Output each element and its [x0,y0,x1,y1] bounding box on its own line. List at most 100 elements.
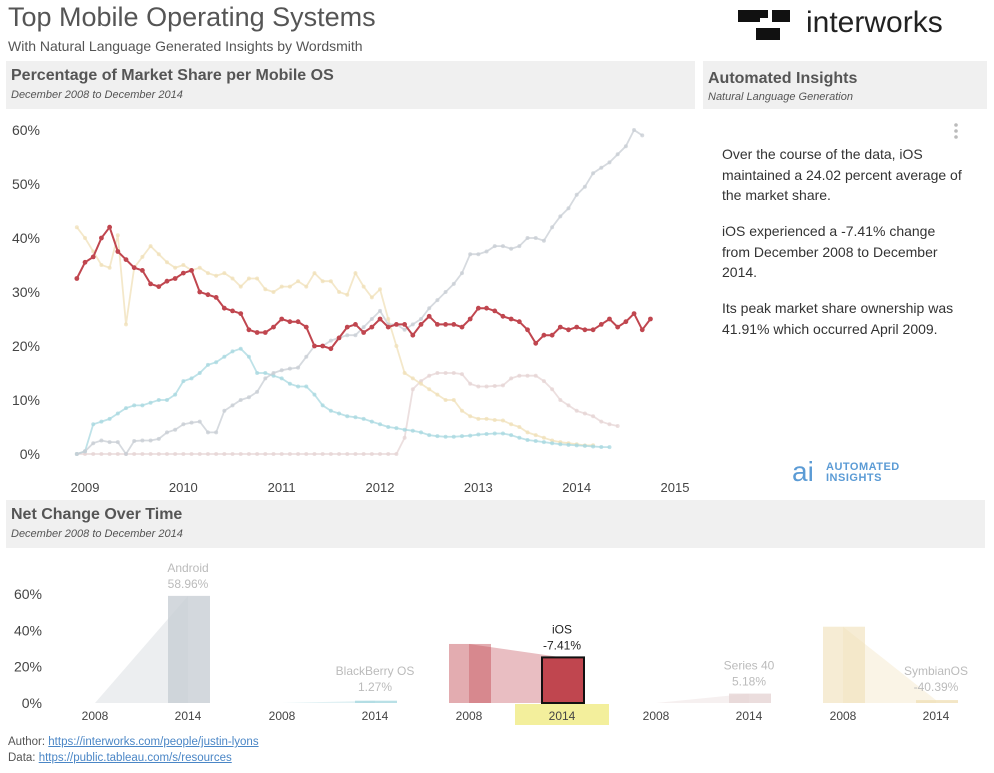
data-point [222,408,227,413]
data-point [181,422,186,427]
bar-2014 [355,700,397,703]
x-tick-label: 2014 [549,709,576,723]
data-point [156,436,161,441]
data-point [468,414,473,419]
data-point [517,435,522,440]
y-tick-label: 30% [12,284,40,300]
data-point [140,403,145,408]
y-tick-label: 0% [20,446,40,462]
author-label: Author: [8,736,46,748]
data-point [312,392,317,397]
data-point [451,371,456,375]
data-point [156,452,161,456]
data-point [74,276,80,281]
data-point [214,452,219,456]
net-area [469,643,562,703]
data-point [328,408,333,413]
data-point [156,284,162,289]
data-point [419,381,424,386]
data-point [533,373,538,378]
ai-logo-mark: ai [792,456,814,487]
data-point [328,279,333,284]
ai-logo-line2: INSIGHTS [826,472,882,484]
net-area [282,700,375,703]
data-point [91,422,96,427]
more-options-icon[interactable] [950,122,962,140]
data-point [582,327,588,333]
data-point [303,324,309,330]
market-share-line-chart[interactable]: 0% 10% 20% 30% 40% 50% 60% 2009 2010 2011 2012 2013… [0,112,700,497]
y-tick-label: 40% [14,622,42,638]
x-tick-label: 2014 [362,709,389,723]
data-point [558,442,563,447]
data-point [410,332,416,338]
data-point [287,452,292,456]
data-point [189,268,194,273]
data-point [131,265,137,271]
data-point [550,225,555,230]
data-point [500,418,505,423]
data-point [115,249,121,254]
insights-title: Automated Insights [708,70,858,87]
data-point [148,244,153,249]
data-point [172,276,178,281]
data-point [287,319,293,325]
data-point [476,416,481,421]
data-point [615,324,621,330]
y-tick-label: 40% [12,230,40,246]
author-link[interactable]: https://interworks.com/people/justin-lyo… [48,736,259,748]
data-point [99,419,104,424]
data-point [124,452,129,456]
data-point [238,311,244,316]
data-point [287,366,292,371]
data-point [123,257,129,262]
data-link[interactable]: https://public.tableau.com/s/resources [38,752,232,764]
data-point [591,414,596,419]
data-point [173,265,178,270]
data-point [279,284,284,289]
data-point [115,233,120,238]
data-point [74,225,79,230]
x-tick-label: 2014 [175,709,202,723]
data-point [385,324,391,330]
data-point [214,360,219,365]
data-point [336,335,342,341]
data-point [361,330,367,335]
data-point [484,432,489,437]
data-point [230,276,235,281]
data-point [410,376,415,381]
data-point [468,252,473,257]
data-point [484,416,489,421]
data-point [369,419,374,424]
data-point [533,439,538,444]
data-point [468,381,473,386]
data-point [484,384,489,389]
data-point [164,398,169,402]
y-tick-label: 20% [12,338,40,354]
data-point [541,435,546,440]
data-point [369,452,374,456]
data-point [304,452,309,456]
y-tick-label: 60% [14,586,42,602]
data-point [402,435,407,440]
data-point [246,276,251,281]
data-point [214,430,219,435]
bar-2014 [541,656,585,704]
x-tick-label: 2008 [269,709,296,723]
data-point [230,452,235,456]
data-point [402,322,408,327]
data-point [230,308,235,314]
data-point [345,333,350,338]
data-point [124,406,129,411]
data-point [475,305,481,311]
data-point [328,338,333,343]
data-point [590,327,596,333]
data-point [615,424,620,429]
net-change-chart[interactable]: 0% 20% 40% 60% Android 58.96% 2008 2014 BlackBer… [0,552,994,730]
data-point [304,384,309,389]
data-point [549,332,555,338]
data-point [451,322,457,327]
bar-2008 [823,626,865,703]
data-point [443,371,448,375]
data-point [304,284,309,289]
